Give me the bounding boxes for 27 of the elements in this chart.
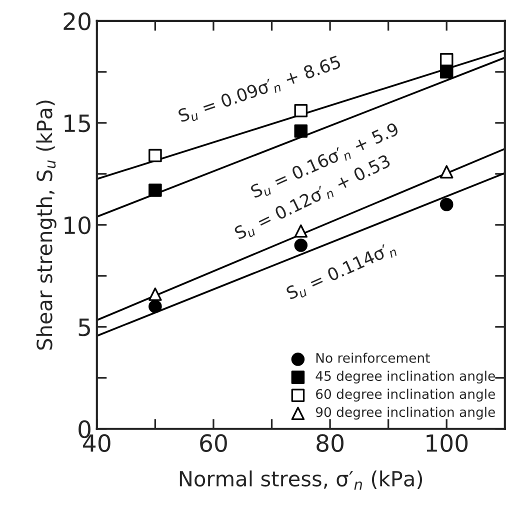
legend-label: No reinforcement (316, 352, 430, 363)
point (294, 124, 308, 138)
point (148, 288, 162, 301)
y-tick-label: 10 (64, 216, 90, 234)
y-axis-title: Shear strength, S$_{u}$ (kPa) (36, 100, 56, 350)
annotation: S$_{u}$ = 0.114σ′$_{n}$ (285, 240, 398, 302)
point (294, 104, 308, 118)
y-tick-label: 15 (64, 114, 90, 132)
x-tick-label: 60 (200, 434, 227, 452)
point (148, 148, 162, 162)
y-tick-label: 20 (64, 12, 90, 30)
legend-label: 90 degree inclination angle (316, 406, 495, 420)
x-axis-title: Normal stress, σ′$_{n}$ (kPa) (180, 470, 422, 490)
point (148, 300, 162, 314)
point (440, 65, 454, 79)
legend-label: 60 degree inclination angle (316, 388, 495, 402)
point (440, 165, 454, 179)
point (294, 224, 308, 238)
point (440, 53, 454, 66)
legend-label: 45 degree inclination angle (316, 370, 495, 384)
point (440, 198, 454, 212)
x-tick-label: 100 (426, 434, 468, 452)
x-tick-label: 80 (316, 434, 344, 452)
y-tick-label: 5 (78, 318, 90, 336)
point (148, 184, 162, 197)
annotation: S$_{u}$ = 0.09σ′$_{n}$ + 8.65 (178, 55, 342, 126)
point (294, 238, 308, 252)
